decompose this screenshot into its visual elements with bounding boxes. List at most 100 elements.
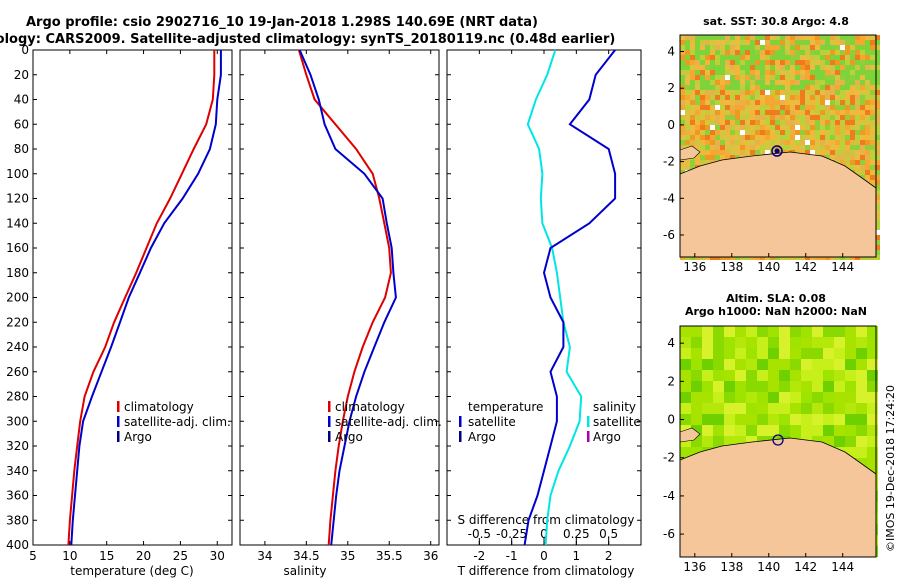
sst-cell <box>855 100 860 105</box>
sst-cell <box>810 75 815 80</box>
sst-cell <box>745 110 750 115</box>
sst-cell <box>860 140 865 145</box>
sst-cell <box>725 65 730 70</box>
sst-cell <box>720 115 725 120</box>
sla-cell <box>735 403 746 414</box>
title-line-1: Argo profile: csio 2902716_10 19-Jan-201… <box>26 15 538 30</box>
sst-cell <box>850 120 855 125</box>
sst-cell <box>800 75 805 80</box>
sst-cell <box>870 100 875 105</box>
sst-cell <box>875 35 880 40</box>
depth-tick-label: 60 <box>14 117 29 131</box>
sst-cell <box>840 55 845 60</box>
sst-cell <box>860 160 865 165</box>
sst-cell <box>850 95 855 100</box>
sla-cell <box>856 381 867 392</box>
sst-cell <box>750 90 755 95</box>
sla-cell <box>867 348 878 359</box>
sst-cell <box>725 60 730 65</box>
sst-cell <box>835 150 840 155</box>
sst-cell <box>830 75 835 80</box>
sst-cell <box>795 50 800 55</box>
sst-cell <box>875 140 880 145</box>
sst-cell <box>830 90 835 95</box>
sst-cell <box>840 65 845 70</box>
sst-cell <box>680 110 685 115</box>
sst-cell <box>720 110 725 115</box>
legend-t-argo: Argo <box>468 430 496 444</box>
sst-cell <box>745 90 750 95</box>
sst-cell <box>760 105 765 110</box>
sst-cell <box>875 205 880 210</box>
sst-cell <box>690 130 695 135</box>
sst-cell <box>705 55 710 60</box>
map-y-tick-label: 4 <box>667 336 675 350</box>
sst-cell <box>735 65 740 70</box>
sst-cell <box>710 105 715 110</box>
sla-cell <box>702 370 713 381</box>
sla-cell <box>790 403 801 414</box>
sst-cell <box>845 140 850 145</box>
sst-cell <box>785 50 790 55</box>
sst-cell <box>770 35 775 40</box>
sst-cell <box>710 130 715 135</box>
sst-cell <box>855 170 860 175</box>
sst-cell <box>745 115 750 120</box>
sst-cell <box>705 135 710 140</box>
salinity-legend: climatology satellite-adj. clim. Argo <box>328 400 442 444</box>
sst-cell <box>860 45 865 50</box>
sst-cell <box>870 95 875 100</box>
s-diff-tick-label: -0.25 <box>496 527 527 541</box>
sst-cell <box>845 160 850 165</box>
sst-cell <box>810 40 815 45</box>
sst-cell <box>860 75 865 80</box>
sst-cell <box>765 135 770 140</box>
sst-cell <box>750 70 755 75</box>
sst-cell <box>705 40 710 45</box>
sst-cell <box>755 70 760 75</box>
legend-swatch-climatology <box>117 401 120 412</box>
sst-cell <box>860 50 865 55</box>
sst-cell <box>810 135 815 140</box>
sst-cell <box>720 55 725 60</box>
sst-cell <box>795 110 800 115</box>
sst-cell <box>795 145 800 150</box>
sst-cell <box>855 90 860 95</box>
sst-cell <box>865 165 870 170</box>
sst-cell <box>875 235 880 240</box>
sst-cell <box>710 75 715 80</box>
sla-cell <box>845 381 856 392</box>
sla-cell <box>856 337 867 348</box>
sst-cell <box>865 140 870 145</box>
sst-cell <box>820 95 825 100</box>
sst-cell <box>855 60 860 65</box>
sst-cell <box>815 130 820 135</box>
sst-cell <box>830 100 835 105</box>
sst-cell <box>685 90 690 95</box>
sst-cell <box>710 145 715 150</box>
sst-cell <box>805 75 810 80</box>
sst-cell <box>680 135 685 140</box>
sst-cell <box>775 85 780 90</box>
sst-cell <box>805 115 810 120</box>
sst-cell <box>795 150 800 155</box>
sst-cell <box>735 60 740 65</box>
sla-cell <box>724 403 735 414</box>
sst-cell <box>730 100 735 105</box>
sst-cell <box>855 165 860 170</box>
sst-cell <box>750 135 755 140</box>
sst-cell <box>735 130 740 135</box>
sst-cell <box>770 130 775 135</box>
sst-cell <box>860 125 865 130</box>
sst-cell <box>720 60 725 65</box>
sst-cell <box>875 110 880 115</box>
sst-cell <box>740 115 745 120</box>
sst-cell <box>710 45 715 50</box>
sst-cell <box>845 125 850 130</box>
sst-cell <box>860 110 865 115</box>
sst-cell <box>715 50 720 55</box>
sst-cell <box>830 140 835 145</box>
sst-cell <box>805 95 810 100</box>
map-y-tick-label: -4 <box>663 489 675 503</box>
legend-t-satellite: satellite <box>468 415 516 429</box>
